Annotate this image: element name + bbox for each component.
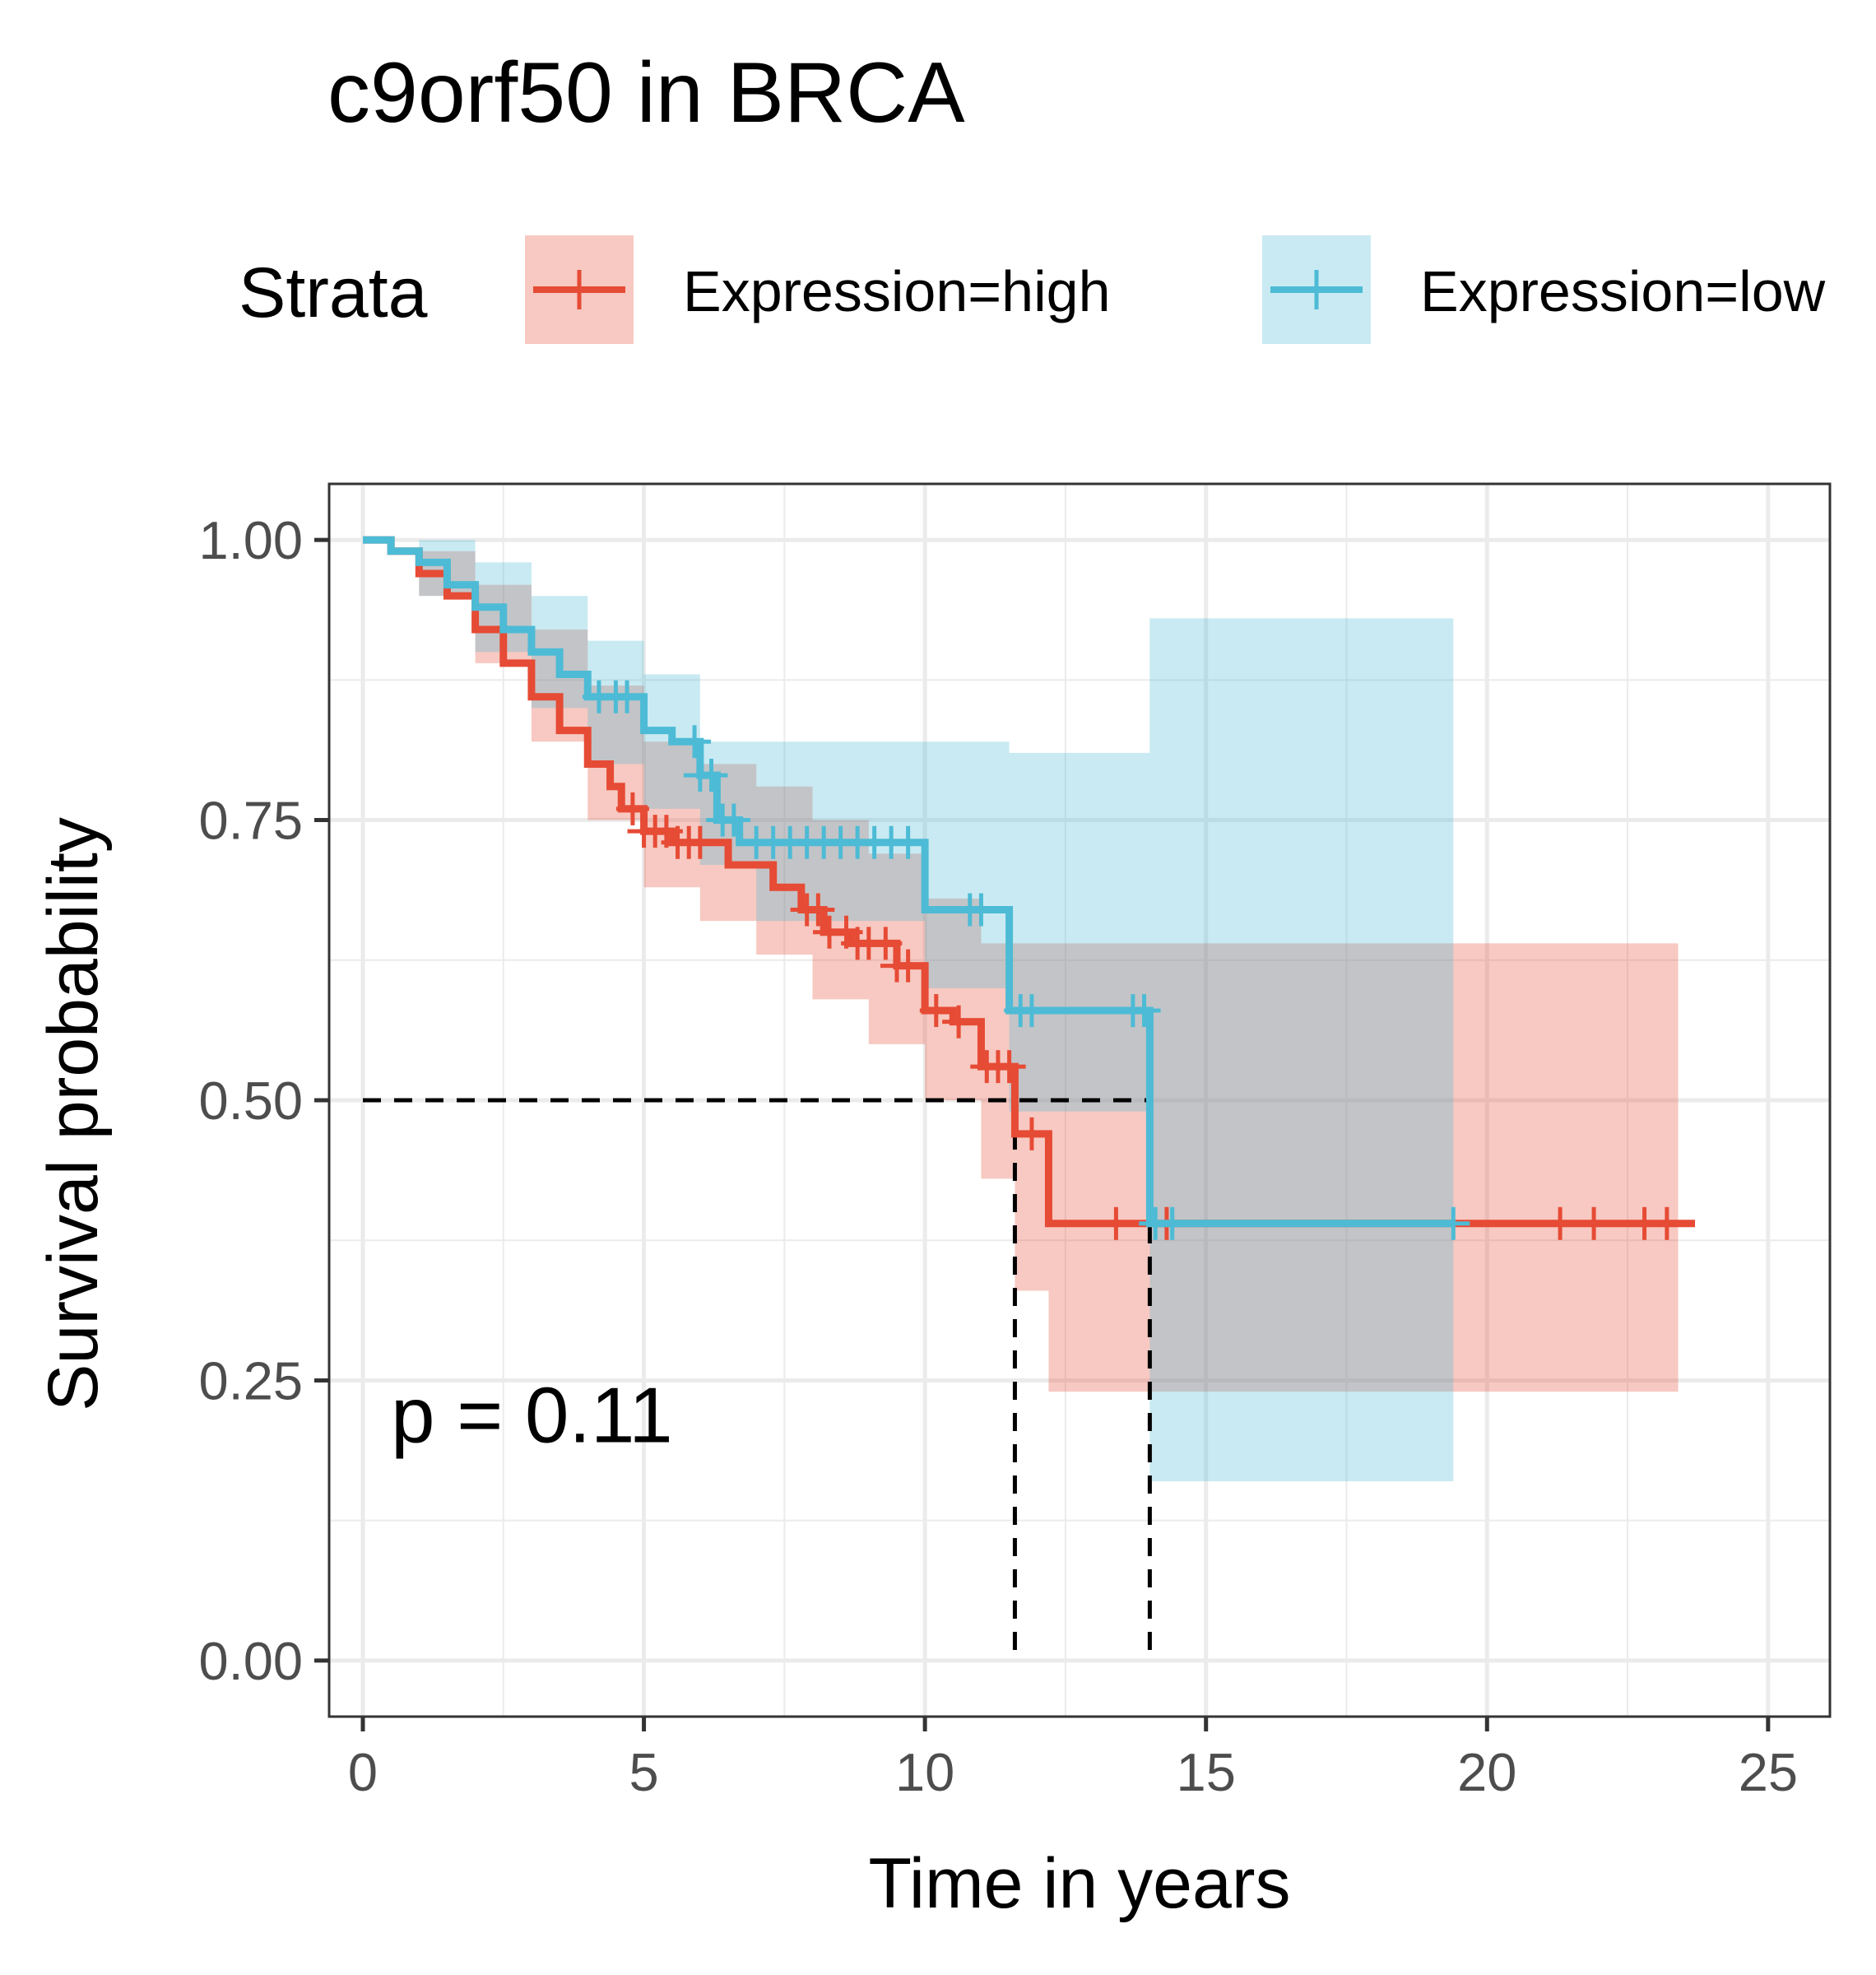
ci-band-high <box>362 540 1679 1392</box>
x-tick-label: 20 <box>1457 1742 1516 1802</box>
plot-area: 0 5 10 15 20 25 0.00 0.25 0.50 0.75 1.00 p = 0.11 <box>198 482 1832 1802</box>
y-tick-label: 0.75 <box>198 791 303 851</box>
x-tick-label: 15 <box>1177 1742 1236 1802</box>
x-tick-label: 25 <box>1739 1742 1798 1802</box>
x-tick-label: 5 <box>629 1742 658 1802</box>
x-tick-label: 0 <box>348 1742 378 1802</box>
y-tick-label: 0.25 <box>198 1350 303 1410</box>
ci-band-low <box>362 540 1454 1482</box>
legend: Strata Expression=high Expression=low <box>239 235 1826 344</box>
p-value-annotation: p = 0.11 <box>391 1371 673 1459</box>
survival-curve-high <box>362 536 1696 1228</box>
x-axis-title: Time in years <box>869 1844 1291 1923</box>
legend-label-high: Expression=high <box>683 259 1111 323</box>
y-tick-label: 1.00 <box>198 510 303 570</box>
y-axis-title: Survival probability <box>34 817 113 1411</box>
x-tick-label: 10 <box>895 1742 954 1802</box>
chart-title: c9orf50 in BRCA <box>327 45 965 141</box>
y-tick-label: 0.50 <box>198 1071 303 1131</box>
legend-title: Strata <box>239 253 428 332</box>
legend-label-low: Expression=low <box>1420 259 1826 323</box>
y-tick-label: 0.00 <box>198 1631 303 1691</box>
